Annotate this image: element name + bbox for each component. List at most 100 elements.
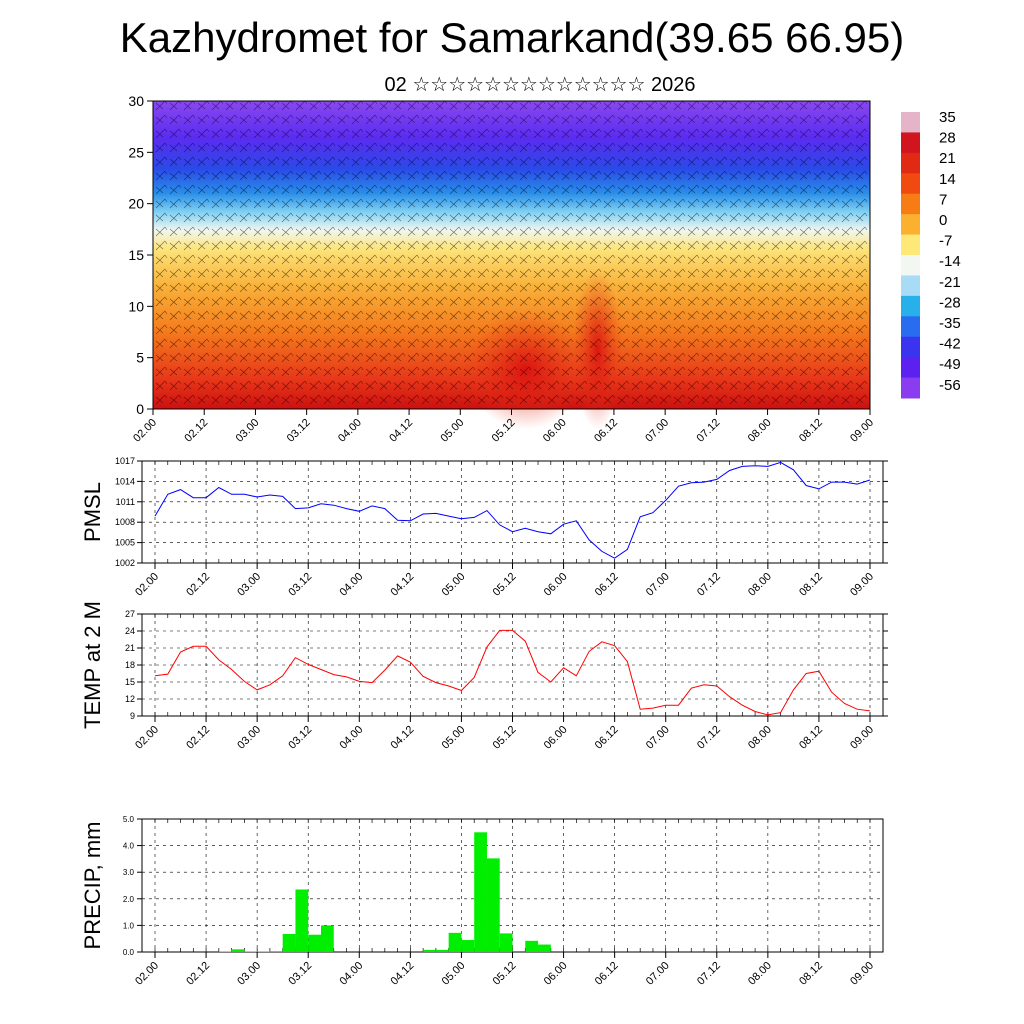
pmslPanel-x-tick-label: 02.00 bbox=[133, 571, 161, 599]
cross-section-panel: 0 5 10 15 20 25 30 02.00 02.12 03.00 03.12 04.00 04.… bbox=[128, 93, 876, 445]
y-tick-label: 9 bbox=[130, 711, 135, 721]
precip-x-tick-label: 04.12 bbox=[389, 960, 417, 988]
tempPanel-x-tick-label: 04.12 bbox=[389, 724, 417, 752]
precip-x-tick-label: 02.00 bbox=[133, 960, 161, 988]
pmslPanel-x-tick-label: 05.00 bbox=[440, 571, 468, 599]
cross-x-tick-label: 07.00 bbox=[643, 417, 671, 445]
colorbar-swatch bbox=[901, 112, 920, 133]
pmslPanel-x-tick-label: 06.12 bbox=[593, 571, 621, 599]
pmslPanel-series-line bbox=[154, 461, 871, 559]
precip-bar bbox=[474, 832, 487, 952]
cross-x-tick-label: 02.12 bbox=[182, 417, 210, 445]
tempPanel-x-tick-label: 05.00 bbox=[440, 724, 468, 752]
colorbar-label: -7 bbox=[939, 233, 952, 250]
colorbar-label: -14 bbox=[939, 253, 961, 270]
y-tick-label: 21 bbox=[125, 643, 135, 653]
precip-x-tick-label: 07.12 bbox=[695, 960, 723, 988]
y-tick-label: 12 bbox=[125, 694, 135, 704]
pmslPanel-x-tick-label: 03.00 bbox=[235, 571, 263, 599]
pmslPanel-x-tick-label: 04.00 bbox=[337, 571, 365, 599]
precip-x-tick-label: 08.00 bbox=[746, 960, 774, 988]
colorbar-swatch bbox=[901, 275, 920, 297]
pmslPanel-x-tick-label: 05.12 bbox=[491, 571, 519, 599]
cross-x-tick-label: 05.00 bbox=[438, 417, 466, 445]
tempPanel-x-tick-label: 08.12 bbox=[797, 724, 825, 752]
precip-bar bbox=[257, 951, 270, 952]
cross-x-tick-label: 08.12 bbox=[797, 417, 825, 445]
precip-x-tick-label: 03.00 bbox=[235, 960, 263, 988]
colorbar-swatch bbox=[901, 357, 920, 379]
cross-y-tick-label: 0 bbox=[136, 401, 144, 417]
colorbar-label: -42 bbox=[939, 336, 961, 353]
precip-x-tick-label: 07.00 bbox=[644, 960, 672, 988]
cross-x-tick-label: 04.00 bbox=[336, 417, 364, 445]
y-tick-label: 27 bbox=[125, 609, 135, 619]
precip-x-tick-label: 05.00 bbox=[440, 960, 468, 988]
tempPanel-x-tick-label: 02.12 bbox=[184, 724, 212, 752]
cross-y-tick-label: 10 bbox=[128, 298, 144, 314]
precip-x-tick-label: 06.00 bbox=[542, 960, 570, 988]
precip-bar bbox=[538, 944, 551, 952]
precip-bar bbox=[218, 951, 232, 952]
precip-x-tick-label: 05.12 bbox=[491, 960, 519, 988]
pmslPanel-x-tick-label: 08.00 bbox=[746, 571, 774, 599]
colorbar-swatch bbox=[901, 336, 920, 358]
tempPanel-x-tick-label: 04.00 bbox=[337, 724, 365, 752]
color-bar: 35 28 21 14 7 0 -7 -14 -21 -28 -35 -42 -49 -56 bbox=[901, 109, 961, 399]
tempPanel-x-tick-label: 07.12 bbox=[695, 724, 723, 752]
cross-y-tick-label: 30 bbox=[128, 93, 144, 109]
colorbar-swatch bbox=[901, 295, 920, 317]
colorbar-label: -56 bbox=[939, 377, 961, 394]
cross-x-tick-label: 03.12 bbox=[285, 417, 313, 445]
pmslPanel-ylabel: PMSL bbox=[80, 482, 105, 542]
precip-x-tick-label: 04.00 bbox=[337, 960, 365, 988]
colorbar-swatch bbox=[901, 152, 920, 174]
colorbar-label: 14 bbox=[939, 171, 956, 188]
precip-bar bbox=[269, 951, 283, 952]
pmslPanel-x-tick-label: 08.12 bbox=[797, 571, 825, 599]
cross-x-tick-label: 02.00 bbox=[131, 417, 159, 445]
tempPanel-x-tick-label: 06.00 bbox=[542, 724, 570, 752]
y-tick-label: 1014 bbox=[115, 476, 135, 486]
precip-bar bbox=[231, 949, 245, 952]
pmslPanel-x-tick-label: 06.00 bbox=[542, 571, 570, 599]
colorbar-swatch bbox=[901, 377, 920, 399]
colorbar-swatch bbox=[901, 193, 920, 215]
tempPanel-ylabel: TEMP at 2 M bbox=[80, 601, 105, 729]
precip-x-tick-label: 03.12 bbox=[286, 960, 314, 988]
tempPanel-x-tick-label: 03.00 bbox=[235, 724, 263, 752]
precip-bar bbox=[499, 933, 513, 952]
precip-bar bbox=[435, 949, 449, 952]
precip-bar bbox=[320, 925, 334, 952]
tempPanel-series-line bbox=[154, 629, 871, 716]
colorbar-label: -49 bbox=[939, 356, 961, 373]
colorbar-swatch bbox=[901, 132, 920, 154]
y-tick-label: 24 bbox=[125, 626, 135, 636]
pmsl-panel: 1002 1005 1008 1011 1014 1017 PMSL 02.00 02.12 03… bbox=[80, 456, 888, 599]
y-tick-label: 1008 bbox=[115, 517, 135, 527]
y-tick-label: 0.0 bbox=[123, 948, 135, 957]
tempPanel-x-tick-label: 03.12 bbox=[286, 724, 314, 752]
colorbar-swatch bbox=[901, 316, 920, 338]
y-tick-label: 5.0 bbox=[123, 815, 135, 824]
colorbar-label: -28 bbox=[939, 294, 961, 311]
precip-x-tick-label: 06.12 bbox=[593, 960, 621, 988]
cross-x-tick-label: 04.12 bbox=[387, 417, 415, 445]
cross-y-tick-label: 5 bbox=[136, 350, 144, 366]
precip-x-tick-label: 08.12 bbox=[797, 960, 825, 988]
colorbar-label: 35 bbox=[939, 109, 956, 126]
cross-x-tick-label: 03.00 bbox=[234, 417, 262, 445]
wind-barbs bbox=[153, 101, 870, 409]
tempPanel-x-tick-label: 08.00 bbox=[746, 724, 774, 752]
colorbar-label: 0 bbox=[939, 212, 947, 229]
y-tick-label: 1002 bbox=[115, 558, 135, 568]
colorbar-label: 21 bbox=[939, 150, 956, 167]
colorbar-swatch bbox=[901, 234, 920, 256]
precip-bar bbox=[244, 951, 258, 952]
y-tick-label: 4.0 bbox=[123, 842, 135, 851]
colorbar-label: 28 bbox=[939, 130, 956, 147]
pmslPanel-x-tick-label: 02.12 bbox=[184, 571, 212, 599]
colorbar-swatch bbox=[901, 255, 920, 276]
precip-bar bbox=[295, 889, 309, 952]
